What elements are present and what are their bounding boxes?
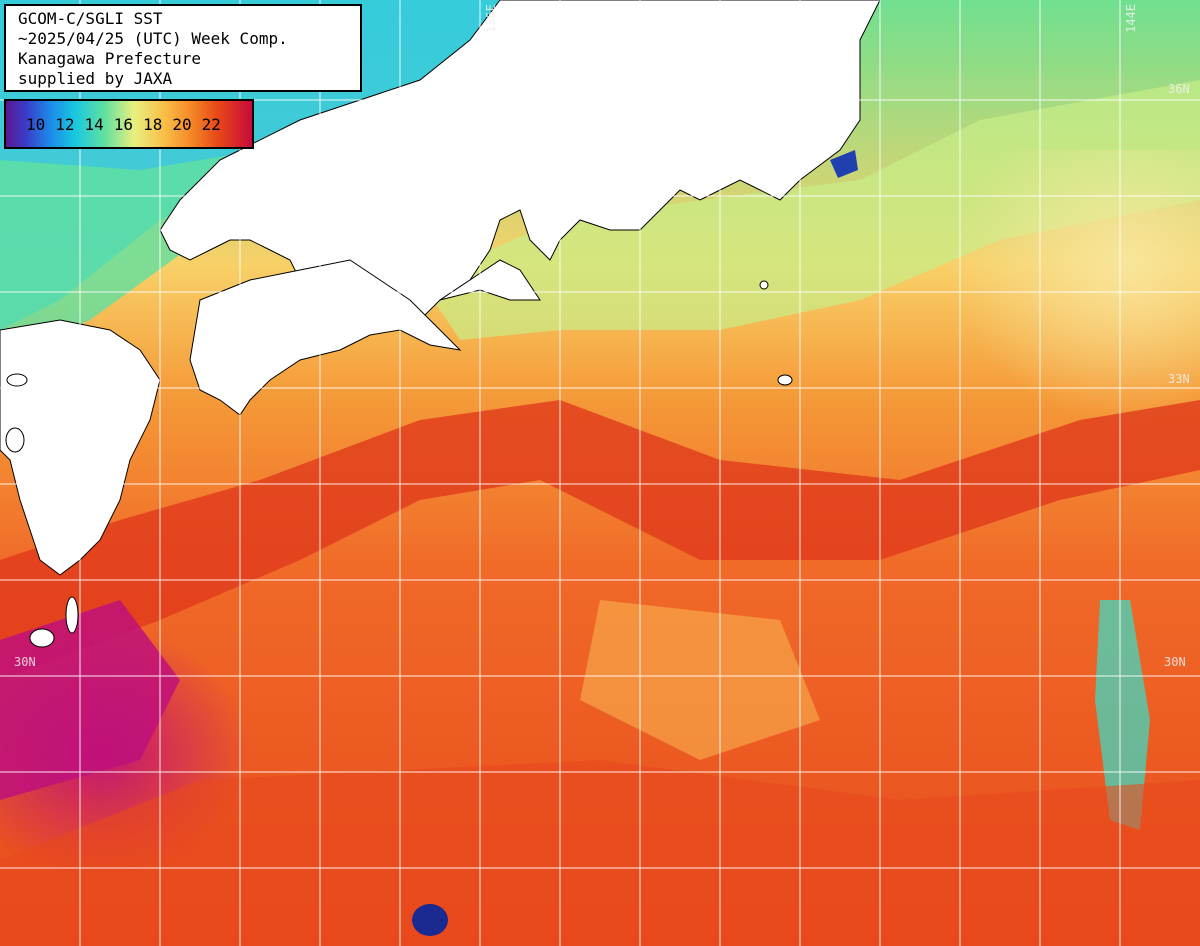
southwest-magenta xyxy=(0,600,180,800)
legend-tick-labels: 10 12 14 16 18 20 22 xyxy=(26,115,231,134)
island-small-1 xyxy=(6,373,28,387)
title-line-region: Kanagawa Prefecture xyxy=(18,49,202,68)
southern-warm xyxy=(0,760,1200,946)
lon-label-136e: 136E xyxy=(484,4,498,33)
legend-tick: 12 xyxy=(55,115,75,134)
title-line-product: GCOM-C/SGLI SST xyxy=(18,9,163,28)
land-shikoku xyxy=(189,259,462,416)
title-line-credit: supplied by JAXA xyxy=(18,69,173,88)
island-oshima xyxy=(759,280,769,290)
island-miyake xyxy=(777,374,793,386)
legend-tick: 14 xyxy=(84,115,104,134)
legend-tick: 18 xyxy=(143,115,163,134)
legend-tick: 10 xyxy=(26,115,46,134)
legend-tick: 22 xyxy=(201,115,221,134)
island-small-2 xyxy=(5,427,25,453)
lat-label-30n-left: 30N xyxy=(14,655,36,669)
title-line-date: ~2025/04/25 (UTC) Week Comp. xyxy=(18,29,288,48)
lat-label-36n: 36N xyxy=(1168,82,1190,96)
lat-label-30n-right: 30N xyxy=(1164,655,1186,669)
island-yakushima xyxy=(65,596,79,634)
island-tanegashima xyxy=(29,628,55,648)
kuroshio-band xyxy=(0,400,1200,680)
color-scale-legend: 10 12 14 16 18 20 22 xyxy=(4,99,254,149)
land-honshu xyxy=(159,0,881,331)
title-box: GCOM-C/SGLI SST ~2025/04/25 (UTC) Week C… xyxy=(4,4,362,92)
lat-label-33n: 33N xyxy=(1168,372,1190,386)
legend-tick: 20 xyxy=(172,115,192,134)
tokyo-bay-cold xyxy=(830,150,858,178)
lon-label-144e: 144E xyxy=(1124,4,1138,33)
southern-cold-blob xyxy=(412,904,448,936)
legend-tick: 16 xyxy=(113,115,134,134)
